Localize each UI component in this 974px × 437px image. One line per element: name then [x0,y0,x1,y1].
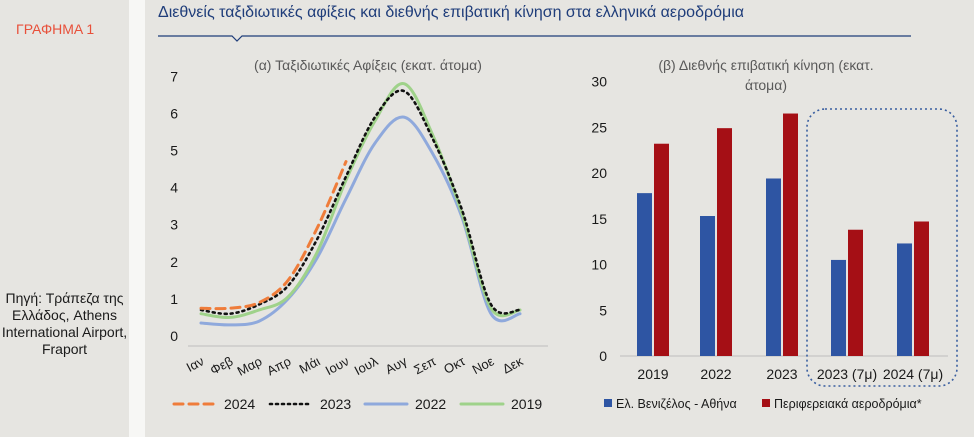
main-panel [145,0,974,437]
bar-y-tick-label: 30 [591,74,607,90]
line-y-tick-label: 3 [170,217,178,233]
bar-regional-0 [654,143,669,356]
bar-x-ticks: 2019 2022 2023 2023 (7μ) 2024 (7μ) [637,366,943,382]
bar-legend-swatch-0 [604,399,612,407]
line-y-tick-label: 0 [170,328,178,344]
bar-regional-3 [848,229,863,356]
line-x-tick-label: Αυγ [383,353,410,377]
line-series-2019 [199,82,522,319]
bar-chart-title-line1: (β) Διεθνής επιβατική κίνηση (εκατ. [658,57,873,73]
bar-athens-3 [831,259,846,356]
bar-regional-2 [783,113,798,357]
bar-bars [637,113,929,357]
bar-x-tick-label: 2023 (7μ) [817,366,877,382]
bar-legend-label-0: Ελ. Βενιζέλος - Αθήνα [616,397,737,411]
bar-x-tick-label: 2024 (7μ) [883,366,943,382]
line-legend-label-2022: 2022 [415,396,446,412]
bar-x-tick-label: 2019 [637,366,668,382]
left-panel: ΓΡΑΦΗΜΑ 1 Πηγή: Τράπεζα της Ελλάδος, Ath… [0,0,129,437]
bar-athens-0 [637,193,652,356]
bar-chart-title-line2: άτομα) [745,77,787,93]
bar-regional-1 [717,128,732,356]
line-chart-title: (α) Ταξιδιωτικές Αφίξεις (εκατ. άτομα) [254,57,482,73]
line-y-tick-label: 2 [170,254,178,270]
line-legend-label-2019: 2019 [511,396,542,412]
line-x-tick-label: Μάι [297,353,323,376]
line-y-tick-label: 7 [170,68,178,84]
line-x-ticks: Ιαν Φεβ Μαρ Απρ Μάι Ιουν Ιουλ Αυγ Σεπ Οκτ Νοε Δεκ [184,353,526,379]
divider-strip [129,0,145,437]
line-y-tick-label: 6 [170,105,178,121]
line-x-tick-label: Φεβ [207,353,235,377]
bar-x-tick-label: 2023 [766,366,797,382]
bar-athens-1 [700,216,715,356]
bar-y-tick-label: 0 [599,348,607,364]
bar-legend-swatch-1 [762,399,770,407]
line-y-tick-label: 5 [170,143,178,159]
line-x-tick-label: Απρ [264,353,293,378]
bar-legend-label-1: Περιφερειακά αεροδρόμια* [774,397,922,411]
bar-y-tick-label: 20 [591,165,607,181]
bar-y-tick-label: 25 [591,119,607,135]
bar-y-tick-label: 10 [591,257,607,273]
bar-y-tick-label: 5 [599,302,607,318]
line-y-ticks: 0 1 2 3 4 5 6 7 [170,68,178,344]
line-x-tick-label: Νοε [470,353,497,377]
bar-y-ticks: 0 5 10 15 20 25 30 [591,74,607,365]
bar-x-tick-label: 2022 [700,366,731,382]
highlight-dotted-box [806,108,958,387]
line-legend-label-2024: 2024 [224,396,255,412]
line-x-tick-label: Ιουν [323,353,352,378]
bar-athens-4 [897,243,912,356]
line-x-tick-label: Δεκ [500,353,526,376]
line-series-2023 [199,89,522,316]
line-legend: 2024 2023 2022 2019 [172,396,542,412]
line-y-tick-label: 4 [170,180,178,196]
bar-y-tick-label: 15 [591,211,607,227]
bar-legend: Ελ. Βενιζέλος - Αθήνα Περιφερειακά αεροδρ… [604,397,922,411]
bar-chart: (β) Διεθνής επιβατική κίνηση (εκατ. άτομ… [591,57,958,411]
line-x-tick-label: Σεπ [411,353,438,377]
line-x-tick-label: Μαρ [235,353,265,378]
bar-athens-2 [766,178,781,356]
line-chart: (α) Ταξιδιωτικές Αφίξεις (εκατ. άτομα) 0… [170,57,548,412]
source-text: Πηγή: Τράπεζα της Ελλάδος, Athens Intern… [1,290,128,357]
line-x-tick-label: Ιαν [184,353,207,375]
line-y-tick-label: 1 [170,291,178,307]
title-underline [158,35,911,42]
line-series [199,82,522,327]
bar-regional-4 [914,221,929,356]
line-x-tick-label: Ιουλ [352,353,381,378]
line-x-tick-label: Οκτ [441,353,468,377]
line-legend-label-2023: 2023 [320,396,351,412]
main-title: Διεθνείς ταξιδιωτικές αφίξεις και διεθνή… [158,4,744,21]
graph-label: ΓΡΑΦΗΜΑ 1 [16,21,95,37]
line-series-2024 [199,160,348,311]
